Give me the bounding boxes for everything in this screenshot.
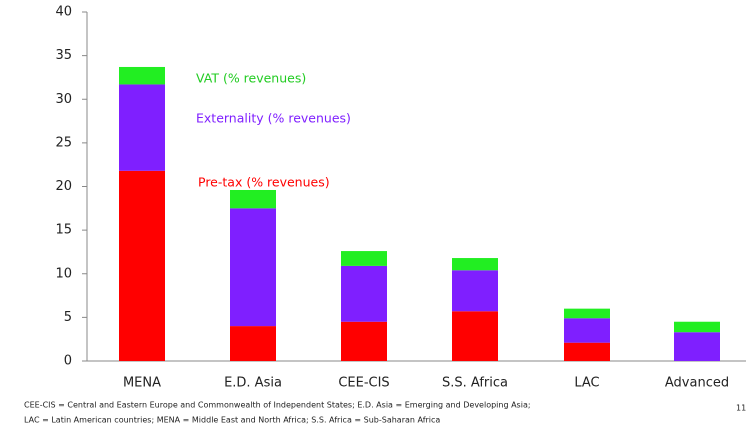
y-tick-label: 5	[64, 310, 72, 325]
y-tick-label: 40	[55, 5, 72, 20]
bar-segment	[674, 321, 720, 333]
bar-segment	[452, 258, 498, 271]
x-tick-label: S.S. Africa	[442, 376, 508, 391]
bar-segment	[341, 321, 387, 361]
legend-label: Externality (% revenues)	[196, 111, 351, 126]
x-tick-label: Advanced	[665, 376, 729, 391]
y-tick-label: 10	[55, 266, 72, 281]
bar-segment	[230, 189, 276, 209]
bar-segment	[230, 208, 276, 327]
y-tick-label: 0	[64, 354, 72, 369]
bar-segment	[119, 66, 165, 85]
footnote: CEE-CIS = Central and Eastern Europe and…	[24, 401, 531, 410]
bar-segment	[452, 311, 498, 361]
bar-segment	[564, 318, 610, 343]
bar-segment	[119, 84, 165, 171]
x-tick-label: LAC	[574, 376, 599, 391]
legend-label: Pre-tax (% revenues)	[198, 175, 330, 190]
y-tick-label: 35	[55, 48, 72, 63]
bar-segment	[674, 332, 720, 361]
footnote: LAC = Latin American countries; MENA = M…	[24, 416, 440, 425]
legend-label: VAT (% revenues)	[196, 71, 306, 86]
y-tick-label: 30	[55, 92, 72, 107]
y-tick-label: 25	[55, 135, 72, 150]
x-tick-label: CEE-CIS	[338, 376, 389, 391]
bar-segment	[452, 270, 498, 312]
bar-segment	[564, 308, 610, 319]
bar-segment	[230, 326, 276, 361]
x-tick-label: MENA	[123, 376, 161, 391]
y-tick-label: 20	[55, 179, 72, 194]
bar-segment	[341, 251, 387, 266]
y-tick-label: 15	[55, 223, 72, 238]
bar-segment	[119, 170, 165, 361]
page-number: 11	[736, 404, 746, 413]
bar-segment	[341, 265, 387, 322]
x-tick-label: E.D. Asia	[224, 376, 282, 391]
bar-segment	[564, 342, 610, 361]
